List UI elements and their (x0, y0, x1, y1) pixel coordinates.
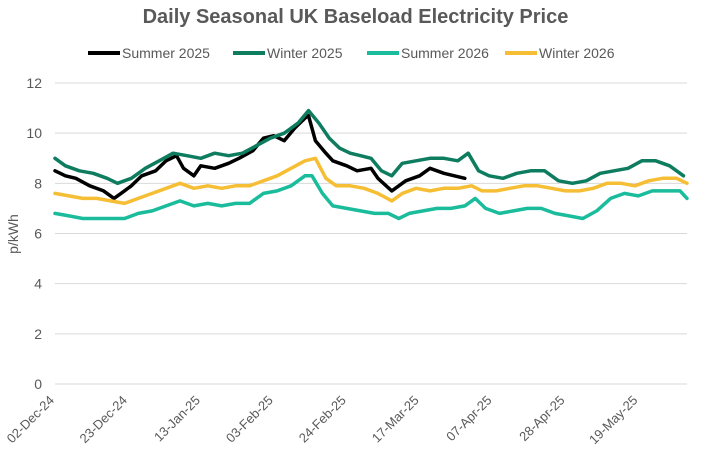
y-tick-label: 6 (34, 226, 42, 242)
y-tick-label: 12 (26, 75, 42, 91)
y-tick-labels: 0 2 4 6 8 10 12 (26, 75, 42, 392)
y-tick-label: 8 (34, 175, 42, 191)
series-line-summer-2026 (53, 174, 689, 221)
x-tick-labels: 02-Dec-24 23-Dec-24 13-Jan-25 03-Feb-25 24-F… (4, 393, 641, 448)
legend-label: Summer 2025 (122, 45, 210, 61)
legend-label: Winter 2025 (267, 45, 343, 61)
x-tick-label: 23-Dec-24 (77, 393, 131, 447)
legend-label: Winter 2026 (539, 45, 615, 61)
legend-label: Summer 2026 (401, 45, 489, 61)
x-tick-label: 24-Feb-25 (296, 393, 349, 446)
y-tick-label: 2 (34, 326, 42, 342)
y-tick-label: 10 (26, 125, 42, 141)
series-lines (53, 108, 689, 221)
y-axis-label: p/kWh (5, 214, 21, 254)
chart-title: Daily Seasonal UK Baseload Electricity P… (142, 6, 569, 28)
series-line-summer-2025 (53, 113, 467, 201)
series-line-winter-2026 (53, 156, 689, 206)
x-tick-label: 03-Feb-25 (223, 393, 276, 446)
series-line-winter-2025 (53, 108, 686, 186)
x-tick-label: 19-May-25 (586, 393, 641, 448)
x-tick-label: 17-Mar-25 (369, 393, 422, 446)
x-tick-label: 13-Jan-25 (151, 393, 203, 445)
y-tick-label: 4 (34, 276, 42, 292)
x-tick-label: 07-Apr-25 (443, 393, 494, 444)
x-tick-label: 28-Apr-25 (516, 393, 567, 444)
x-tick-label: 02-Dec-24 (4, 393, 58, 447)
gridlines (55, 82, 687, 385)
legend: Summer 2025 Winter 2025 Summer 2026 Winter … (88, 45, 615, 61)
y-tick-label: 0 (34, 376, 42, 392)
